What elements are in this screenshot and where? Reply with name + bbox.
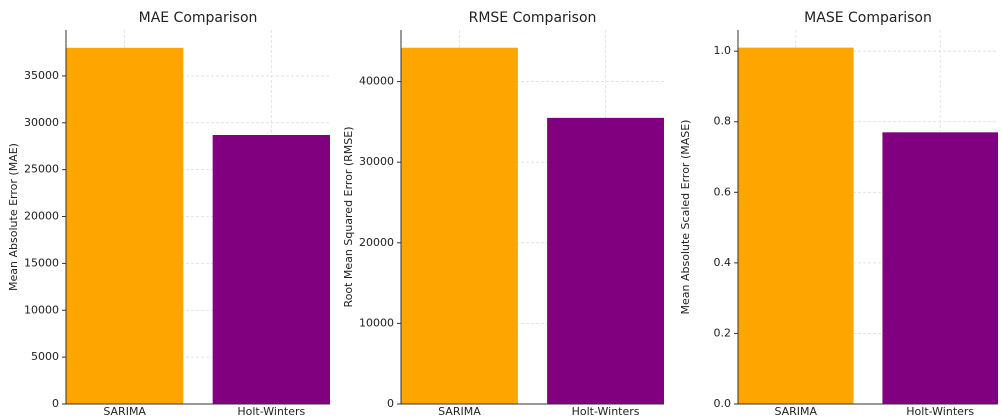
y-tick-label: 0.2 (714, 326, 732, 339)
bar (547, 117, 664, 404)
chart-title: RMSE Comparison (469, 10, 597, 26)
y-tick-label: 25000 (24, 163, 59, 176)
x-tick-label: SARIMA (774, 405, 817, 418)
y-tick-label: 0.6 (714, 185, 732, 198)
y-tick-label: 15000 (24, 256, 59, 269)
y-tick-label: 0.4 (714, 256, 732, 269)
y-tick-label: 30000 (24, 116, 59, 129)
bar (401, 47, 518, 404)
y-tick-label: 20000 (24, 210, 59, 223)
y-tick-label: 0 (387, 397, 394, 410)
y-tick-label: 5000 (31, 350, 59, 363)
x-tick-label: Holt-Winters (572, 405, 640, 418)
x-tick-label: Holt-Winters (906, 405, 974, 418)
y-axis-label: Mean Absolute Scaled Error (MASE) (679, 120, 692, 315)
y-axis-label: Mean Absolute Error (MAE) (7, 143, 20, 291)
y-tick-label: 20000 (359, 236, 394, 249)
x-tick-label: SARIMA (438, 405, 481, 418)
y-tick-label: 10000 (24, 303, 59, 316)
bar (212, 134, 330, 404)
x-tick-label: Holt-Winters (237, 405, 305, 418)
x-tick-label: SARIMA (103, 405, 146, 418)
y-tick-label: 1.0 (714, 44, 732, 57)
y-tick-label: 30000 (359, 155, 394, 168)
y-tick-label: 35000 (24, 69, 59, 82)
y-axis-label: Root Mean Squared Error (RMSE) (342, 126, 355, 307)
y-tick-label: 10000 (359, 316, 394, 329)
y-tick-label: 0.8 (714, 115, 732, 128)
bar (738, 47, 854, 404)
bar (66, 47, 184, 405)
chart-title: MAE Comparison (139, 10, 258, 26)
bar (882, 132, 998, 405)
chart-title: MASE Comparison (804, 10, 932, 26)
y-tick-label: 0 (52, 397, 59, 410)
y-tick-label: 40000 (359, 75, 394, 88)
y-tick-label: 0.0 (714, 397, 732, 410)
